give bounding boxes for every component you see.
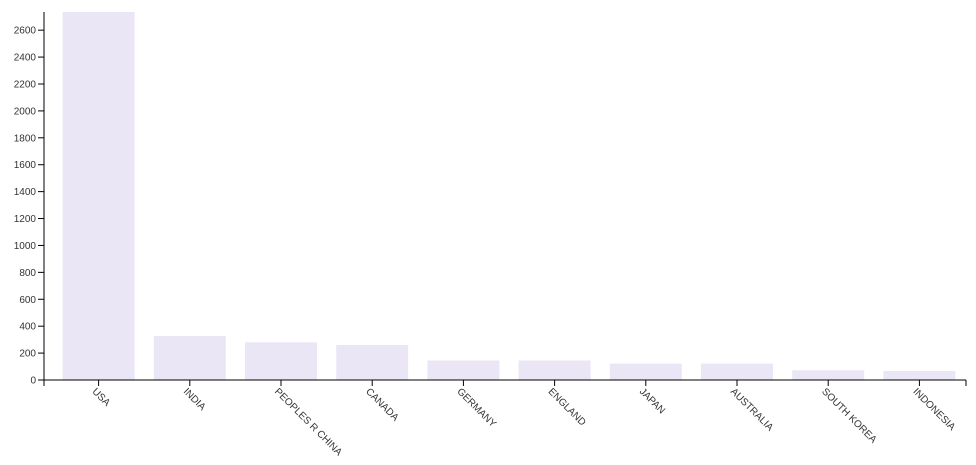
y-tick-label: 400 xyxy=(19,322,36,333)
y-tick-label: 0 xyxy=(30,376,36,387)
bars-layer xyxy=(62,12,956,380)
y-tick-label: 2600 xyxy=(14,26,37,37)
bar-australia xyxy=(701,363,773,380)
y-tick-label: 1600 xyxy=(14,160,37,171)
x-tick-label: CANADA xyxy=(363,386,400,423)
x-tick-label: AUSTRALIA xyxy=(728,386,775,433)
bar-germany xyxy=(427,360,500,380)
y-tick-label: 1800 xyxy=(14,133,37,144)
y-tick-label: 2400 xyxy=(14,53,37,64)
y-tick-label: 200 xyxy=(19,349,36,360)
y-tick-label: 1400 xyxy=(14,187,37,198)
bar-south-korea xyxy=(792,370,865,380)
x-tick-label: JAPAN xyxy=(637,386,667,416)
y-tick-label: 1000 xyxy=(14,241,37,252)
x-tick-label: PEOPLES R CHINA xyxy=(272,386,344,458)
x-tick-label: USA xyxy=(90,386,113,409)
y-tick-label: 800 xyxy=(19,268,36,279)
bar-england xyxy=(518,360,591,380)
x-axis: USA INDIA PEOPLES R CHINA CANADA GERMANY ENGL… xyxy=(43,379,967,458)
x-tick-label: SOUTH KOREA xyxy=(819,386,878,445)
bar-india xyxy=(153,336,226,380)
bar-usa xyxy=(62,12,135,380)
y-tick-label: 2000 xyxy=(14,106,37,117)
bar-peoples-r-china xyxy=(245,342,317,380)
bar-indonesia xyxy=(883,371,956,380)
x-tick-label: ENGLAND xyxy=(546,386,588,428)
x-tick-label: INDONESIA xyxy=(910,386,957,433)
bar-canada xyxy=(336,345,409,380)
x-tick-label: GERMANY xyxy=(454,386,498,430)
bar-japan xyxy=(609,363,682,380)
y-axis: 0 200 400 600 800 1000 1200 1400 1600 1800 2000 220… xyxy=(14,12,45,387)
y-tick-label: 1200 xyxy=(14,214,37,225)
x-tick-label: INDIA xyxy=(181,386,208,413)
y-tick-label: 2200 xyxy=(14,79,37,90)
y-tick-label: 600 xyxy=(19,295,36,306)
